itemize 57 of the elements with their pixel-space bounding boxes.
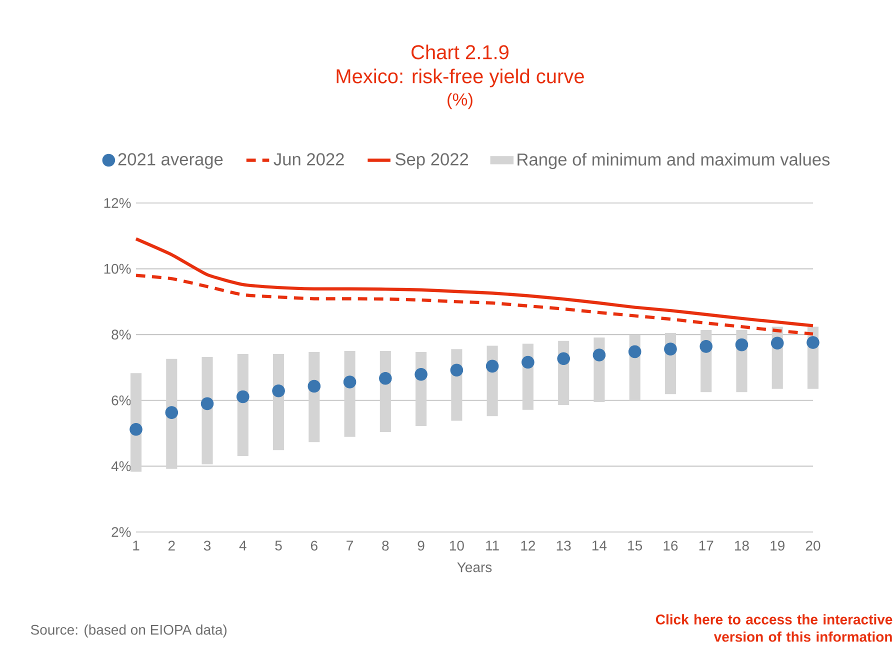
point bbox=[414, 368, 428, 381]
x-tick-label: 16 bbox=[664, 540, 678, 551]
point bbox=[236, 390, 250, 404]
x-axis-title: Years bbox=[457, 562, 492, 572]
x-tick-label: 1 bbox=[133, 540, 140, 550]
x-tick-label: 14 bbox=[592, 540, 607, 550]
point bbox=[664, 342, 677, 356]
line-series bbox=[134, 274, 815, 336]
point bbox=[343, 376, 356, 388]
point bbox=[130, 422, 142, 436]
legend-label: Jun 2022 bbox=[274, 153, 344, 166]
point bbox=[557, 352, 570, 366]
point bbox=[308, 380, 321, 393]
x-tick-label: 6 bbox=[310, 540, 318, 551]
x-tick-label: 3 bbox=[204, 540, 211, 551]
x-tick-label: 13 bbox=[556, 540, 571, 551]
point bbox=[165, 406, 178, 419]
point bbox=[628, 345, 642, 358]
x-tick-label: 10 bbox=[450, 540, 464, 551]
point bbox=[379, 372, 392, 385]
legend-label: 2021 average bbox=[118, 153, 223, 169]
chart-title: Chart 2.1.9 bbox=[412, 44, 508, 60]
legend-label: Sep 2022 bbox=[396, 153, 468, 169]
source-note: Source: (based on EIOPA data) bbox=[30, 624, 227, 638]
text: Click here to access the interactive version of this information bbox=[656, 614, 892, 642]
y-tick-label: 8% bbox=[112, 330, 131, 340]
point bbox=[272, 384, 285, 398]
point bbox=[592, 348, 606, 362]
x-tick-label: 15 bbox=[628, 540, 642, 550]
point bbox=[700, 340, 713, 353]
point bbox=[770, 336, 784, 350]
y-tick-label: 4% bbox=[111, 461, 131, 472]
x-tick-label: 20 bbox=[806, 540, 820, 551]
line-series bbox=[134, 237, 815, 328]
x-tick-label: 11 bbox=[486, 540, 499, 550]
x-tick-label: 19 bbox=[770, 540, 784, 551]
point bbox=[522, 356, 534, 369]
x-tick-label: 4 bbox=[239, 540, 246, 550]
x-tick-label: 18 bbox=[735, 540, 749, 551]
point bbox=[486, 360, 499, 373]
x-tick-label: 9 bbox=[418, 540, 424, 551]
y-tick-label: 2% bbox=[112, 527, 131, 537]
x-tick-label: 7 bbox=[346, 540, 353, 550]
text: (%) bbox=[448, 92, 472, 110]
y-tick-label: 10% bbox=[104, 264, 131, 274]
point bbox=[806, 336, 820, 349]
x-tick-label: 2 bbox=[168, 540, 175, 550]
point bbox=[735, 338, 748, 352]
x-tick-label: 5 bbox=[275, 540, 282, 550]
chart-subtitle: Mexico: risk-free yield curve bbox=[336, 68, 584, 88]
x-tick-label: 8 bbox=[382, 540, 389, 551]
y-tick-label: 6% bbox=[112, 395, 131, 406]
x-tick-label: 17 bbox=[699, 540, 714, 550]
point bbox=[450, 364, 464, 377]
y-tick-label: 12% bbox=[104, 198, 131, 208]
legend-label: Range of minimum and maximum values bbox=[518, 152, 830, 170]
x-tick-label: 12 bbox=[521, 540, 536, 550]
